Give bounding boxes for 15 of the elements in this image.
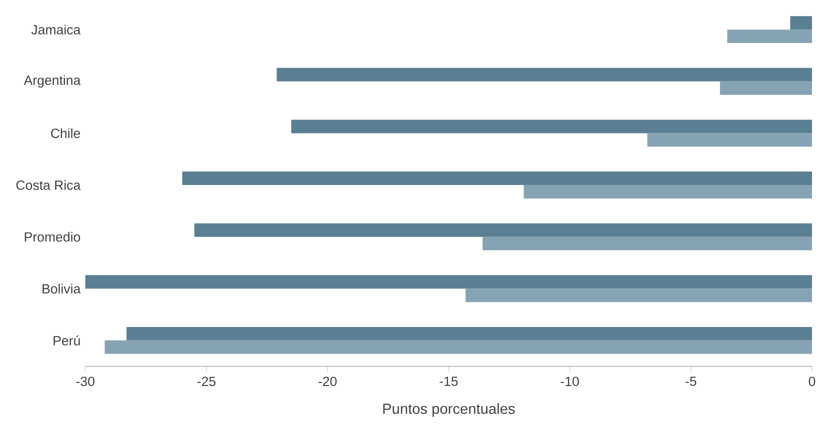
y-tick-label: Promedio bbox=[24, 232, 80, 242]
y-tick-label: Costa Rica bbox=[16, 180, 81, 190]
x-tick-label: -5 bbox=[686, 376, 696, 386]
y-tick-label: Perú bbox=[54, 335, 80, 346]
x-tick-label: 0 bbox=[808, 376, 816, 386]
x-tick-label: -10 bbox=[560, 376, 579, 386]
x-tick-label: -30 bbox=[76, 376, 94, 386]
y-tick-label: Argentina bbox=[24, 75, 81, 88]
x-tick-label: -15 bbox=[440, 376, 458, 386]
y-tick-label: Jamaica bbox=[31, 24, 81, 34]
y-tick-label: Bolivia bbox=[42, 284, 81, 294]
x-axis-title: Puntos porcentuales bbox=[383, 403, 515, 417]
x-tick-label: -25 bbox=[197, 376, 216, 386]
y-tick-label: Chile bbox=[51, 128, 80, 138]
x-tick-label: -20 bbox=[318, 376, 337, 386]
